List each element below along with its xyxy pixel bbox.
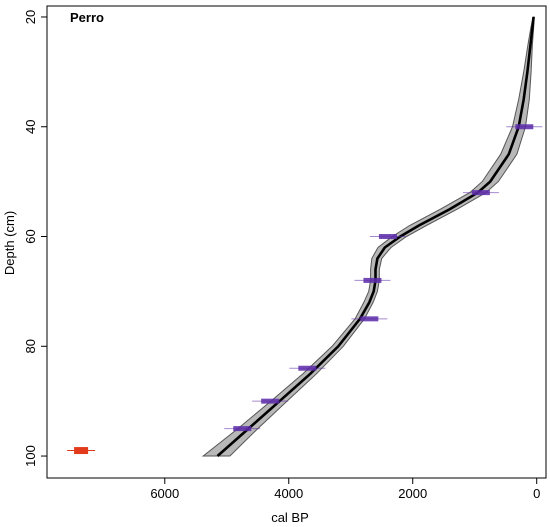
- x-tick-label-4000: 4000: [274, 486, 303, 501]
- outlier-marker-1: [67, 447, 96, 455]
- median-age-line: [216, 16, 535, 457]
- date-distribution: [363, 277, 382, 283]
- date-marker-5: [351, 316, 388, 322]
- axes-layer: 6000 4000 2000 0 20 40 60 80 100: [23, 5, 547, 501]
- plot-frame: [46, 5, 547, 479]
- y-tick-label-100: 100: [23, 445, 38, 467]
- date-distribution: [515, 124, 534, 130]
- x-tick-label-2000: 2000: [398, 486, 427, 501]
- date-marker-1: [506, 124, 543, 130]
- y-axis-title: Depth (cm): [2, 211, 17, 275]
- x-axis-title: cal BP: [271, 510, 309, 525]
- outlier-distribution: [74, 447, 89, 455]
- date-distribution: [378, 234, 397, 240]
- y-tick-label-20: 20: [23, 10, 38, 24]
- x-tick-label-6000: 6000: [150, 486, 179, 501]
- date-distribution: [261, 398, 280, 404]
- date-marker-4: [354, 277, 391, 283]
- y-tick-label-80: 80: [23, 339, 38, 353]
- core-label: Perro: [70, 10, 104, 25]
- date-marker-6: [289, 365, 326, 371]
- uncertainty-envelope: [201, 16, 535, 457]
- date-marker-3: [369, 234, 406, 240]
- date-distribution: [298, 365, 317, 371]
- date-distribution: [233, 426, 252, 432]
- date-distribution: [360, 316, 379, 322]
- date-marker-8: [224, 426, 261, 432]
- date-distribution: [471, 190, 490, 196]
- y-tick-label-60: 60: [23, 229, 38, 243]
- x-tick-label-0: 0: [533, 486, 540, 501]
- y-tick-label-40: 40: [23, 120, 38, 134]
- plot-layer: [67, 16, 543, 457]
- date-marker-7: [252, 398, 289, 404]
- date-marker-2: [462, 190, 499, 196]
